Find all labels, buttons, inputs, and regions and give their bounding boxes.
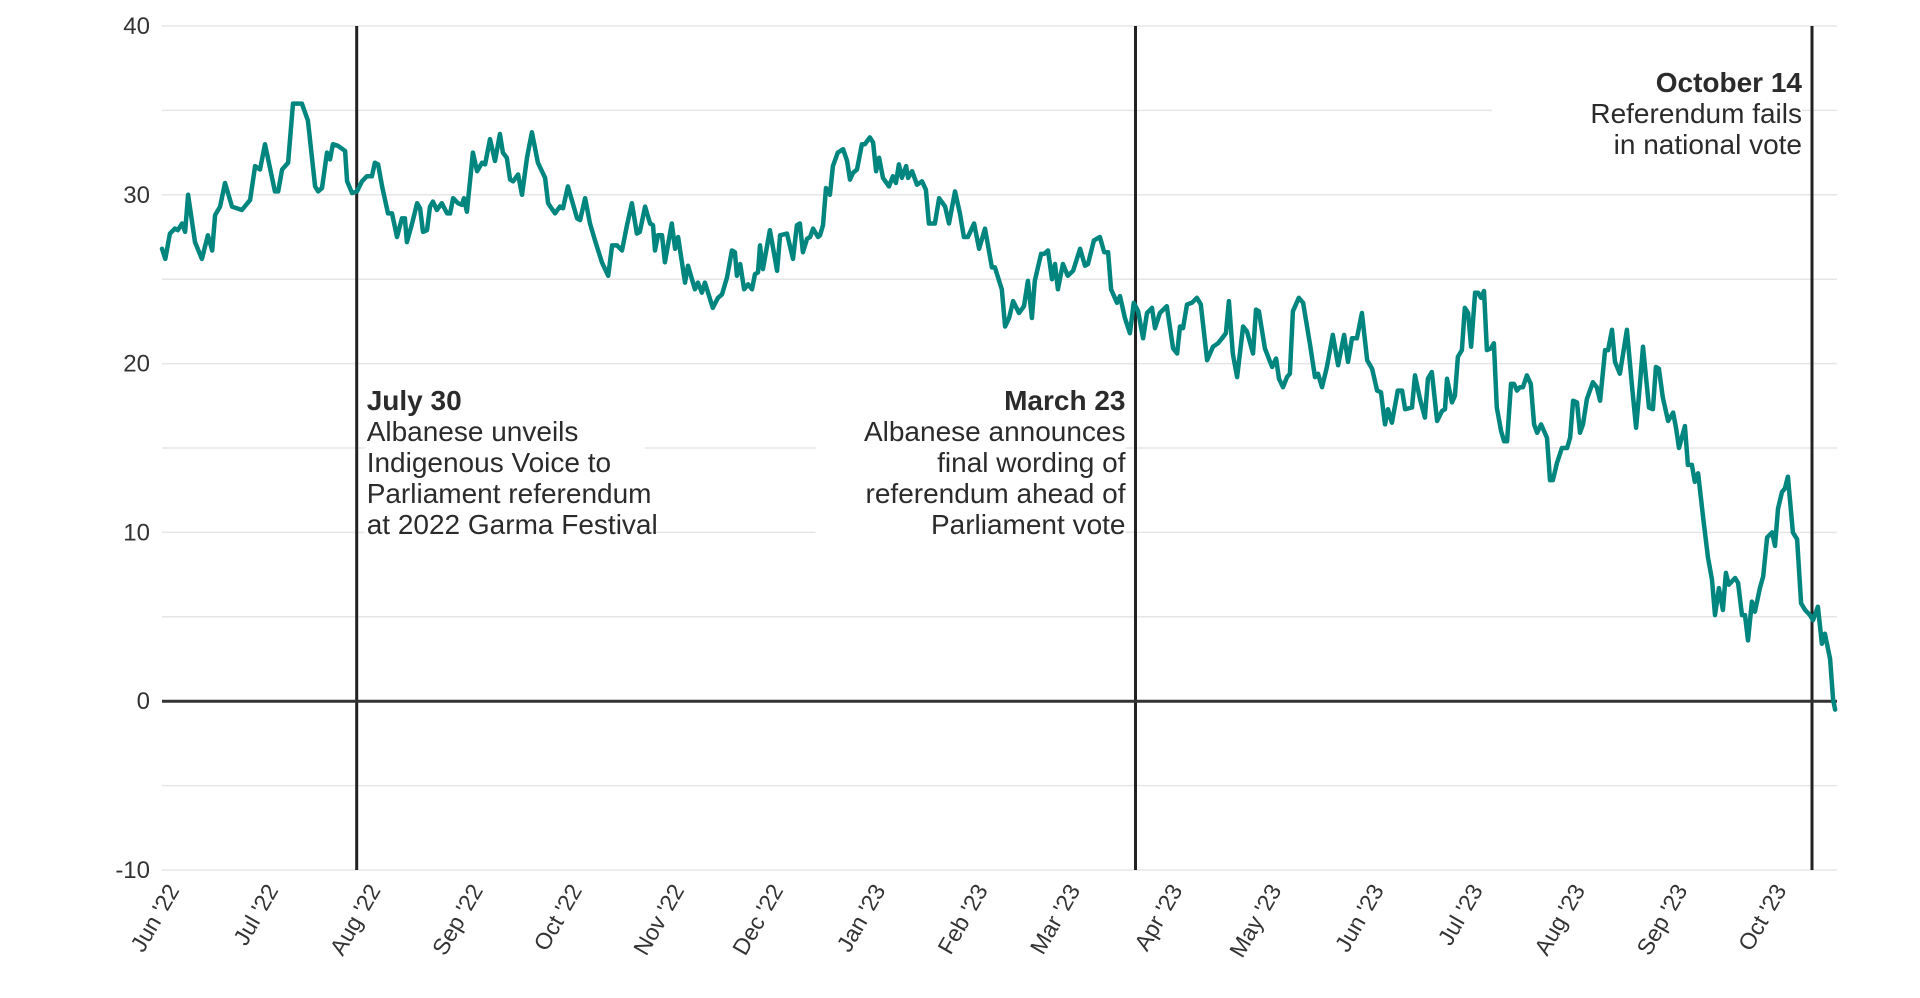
x-tick-label: Feb '23: [932, 880, 993, 959]
annotation-text: Albanese unveils: [367, 416, 579, 447]
annotation-text: Indigenous Voice to: [367, 447, 611, 478]
x-tick-label: Dec '22: [727, 880, 788, 960]
x-tick-label: Oct '22: [528, 880, 587, 955]
x-tick-label: Nov '22: [628, 880, 689, 960]
annotation-title: October 14: [1656, 67, 1803, 98]
y-tick-label: 40: [123, 13, 150, 40]
annotation-background: [364, 384, 645, 549]
x-tick-label: Oct '23: [1733, 880, 1792, 955]
x-tick-label: Jan '23: [831, 880, 890, 957]
annotation-background: [815, 384, 1126, 549]
y-tick-label: 20: [123, 351, 150, 378]
x-axis: Jun '22 Jul '22 Aug '22 Sep '22 Oct '22 Nov '…: [125, 880, 1791, 962]
annotation-text: at 2022 Garma Festival: [367, 509, 658, 540]
y-tick-label: -10: [115, 857, 150, 884]
y-tick-label: 30: [123, 182, 150, 209]
annotation-text: Parliament referendum: [367, 478, 652, 509]
series-layer: [159, 101, 1838, 712]
x-tick-label: May '23: [1224, 880, 1286, 962]
series-line: [159, 101, 1838, 712]
x-tick-label: Jun '23: [1330, 880, 1389, 957]
annotation-background: [1492, 66, 1802, 169]
x-tick-label: Aug '23: [1529, 880, 1590, 960]
x-tick-label: Jun '22: [125, 880, 184, 957]
annotation-text: referendum ahead of: [866, 478, 1126, 509]
event-lines: [355, 26, 1814, 870]
annotation-title: March 23: [1004, 385, 1125, 416]
annotation-text: Referendum fails: [1590, 98, 1802, 129]
annotation-title: July 30: [367, 385, 462, 416]
x-tick-label: Sep '23: [1631, 880, 1692, 960]
y-axis: 40 30 20 10 0 -10: [115, 13, 150, 884]
annotation-text: Parliament vote: [931, 509, 1126, 540]
x-tick-label: Jul '23: [1432, 880, 1487, 950]
x-tick-label: Mar '23: [1025, 880, 1086, 959]
x-tick-label: Apr '23: [1129, 880, 1188, 955]
annotation-text: final wording of: [937, 447, 1126, 478]
annotation-text: Albanese announces: [864, 416, 1126, 447]
y-tick-label: 0: [137, 688, 150, 715]
x-tick-label: Aug '22: [324, 880, 385, 960]
annotation-text: in national vote: [1614, 129, 1802, 160]
x-tick-label: Jul '22: [228, 880, 283, 950]
x-tick-label: Sep '22: [427, 880, 488, 960]
y-tick-label: 10: [123, 519, 150, 546]
